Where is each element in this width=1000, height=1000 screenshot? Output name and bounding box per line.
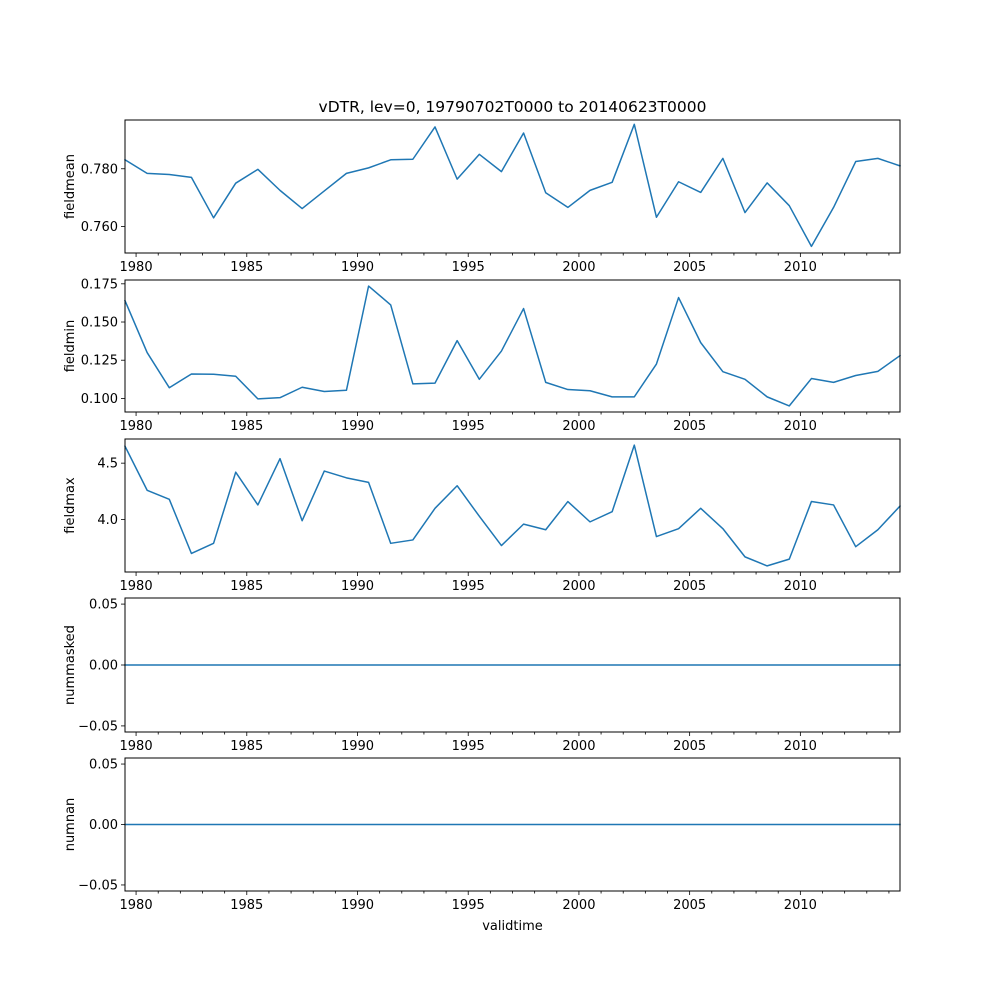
nummasked-xtick-label: 1990	[341, 739, 374, 754]
numnan-xtick-label: 2000	[562, 898, 595, 913]
fieldmean-ytick-label: 0.780	[81, 162, 118, 177]
fieldmax-xtick-label: 1985	[230, 579, 263, 594]
fieldmax-xtick-label: 2000	[562, 579, 595, 594]
panel-numnan: −0.05 0.00 0.05 1980 1985 1990 1995 2000 2005 201…	[63, 757, 901, 913]
fieldmin-series-line	[124, 285, 902, 407]
fieldmin-xtick-label: 2005	[673, 419, 706, 434]
nummasked-xtick-label: 1980	[120, 739, 153, 754]
fieldmax-xtick-label: 2005	[673, 579, 706, 594]
numnan-xtick-label: 1990	[341, 898, 374, 913]
panel-fieldmean: 0.760 0.780 1980 1985 1990 1995 2000 2005 2010 fi…	[63, 119, 901, 275]
panel-fieldmin: 0.100 0.125 0.150 0.175 1980 1985 1990 1995 2000…	[63, 277, 902, 434]
fieldmin-xtick-label: 1995	[452, 419, 485, 434]
nummasked-xtick-label: 2005	[673, 739, 706, 754]
nummasked-axis-label: nummasked	[63, 625, 78, 705]
fieldmin-axis-label: fieldmin	[63, 320, 78, 373]
nummasked-ytick-label: −0.05	[78, 719, 118, 734]
fieldmin-ytick-label: 0.175	[81, 277, 118, 292]
nummasked-xtick-label: 2000	[562, 739, 595, 754]
fieldmean-axis-label: fieldmean	[63, 154, 78, 219]
fieldmean-xtick-label: 1995	[452, 260, 485, 275]
fieldmean-xtick-label: 2010	[784, 260, 817, 275]
fieldmin-xtick-label: 1985	[230, 419, 263, 434]
numnan-ytick-label: 0.00	[89, 818, 118, 833]
x-axis-label: validtime	[482, 919, 543, 934]
fieldmin-xtick-label: 2000	[562, 419, 595, 434]
fieldmin-xtick-label: 2010	[784, 419, 817, 434]
fieldmean-xtick-label: 2000	[562, 260, 595, 275]
fieldmean-ytick-label: 0.760	[81, 220, 118, 235]
nummasked-xtick-label: 1985	[230, 739, 263, 754]
fieldmean-xtick-label: 1980	[120, 260, 153, 275]
panel-fieldmax: 4.0 4.5 1980 1985 1990 1995 2000 2005 2010 fieldm…	[63, 438, 902, 594]
numnan-ytick-label: −0.05	[78, 878, 118, 893]
numnan-xtick-label: 2010	[784, 898, 817, 913]
numnan-xtick-label: 1980	[120, 898, 153, 913]
fieldmax-axis-label: fieldmax	[63, 477, 78, 534]
nummasked-ytick-label: 0.05	[89, 598, 118, 613]
numnan-xtick-label: 1995	[452, 898, 485, 913]
fieldmean-xtick-label: 1990	[341, 260, 374, 275]
numnan-xtick-label: 2005	[673, 898, 706, 913]
fieldmax-xtick-label: 1990	[341, 579, 374, 594]
panel-nummasked: −0.05 0.00 0.05 1980 1985 1990 1995 2000 2005 201…	[63, 597, 901, 754]
fieldmean-series-line	[123, 123, 901, 248]
nummasked-ytick-label: 0.00	[89, 659, 118, 674]
chart-title: vDTR, lev=0, 19790702T0000 to 20140623T0…	[319, 98, 707, 116]
fieldmax-xtick-label: 2010	[784, 579, 817, 594]
numnan-axis-label: numnan	[63, 798, 78, 852]
fieldmin-ytick-label: 0.125	[81, 354, 118, 369]
fieldmax-series-line	[123, 444, 902, 567]
fieldmax-ytick-label: 4.5	[97, 457, 118, 472]
numnan-ytick-label: 0.05	[89, 758, 118, 773]
fieldmin-ytick-label: 0.150	[81, 316, 118, 331]
fieldmean-xtick-label: 2005	[673, 260, 706, 275]
fieldmin-xtick-label: 1990	[341, 419, 374, 434]
fieldmax-xtick-label: 1995	[452, 579, 485, 594]
subplots: 0.760 0.780 1980 1985 1990 1995 2000 2005 2010 fi…	[63, 119, 902, 913]
fieldmax-ytick-label: 4.0	[97, 513, 118, 528]
fieldmax-xtick-label: 1980	[120, 579, 153, 594]
nummasked-xtick-label: 1995	[452, 739, 485, 754]
nummasked-xtick-label: 2010	[784, 739, 817, 754]
fieldmin-xtick-label: 1980	[120, 419, 153, 434]
fieldmin-ytick-label: 0.100	[81, 392, 118, 407]
numnan-xtick-label: 1985	[230, 898, 263, 913]
fieldmean-xtick-label: 1985	[230, 260, 263, 275]
